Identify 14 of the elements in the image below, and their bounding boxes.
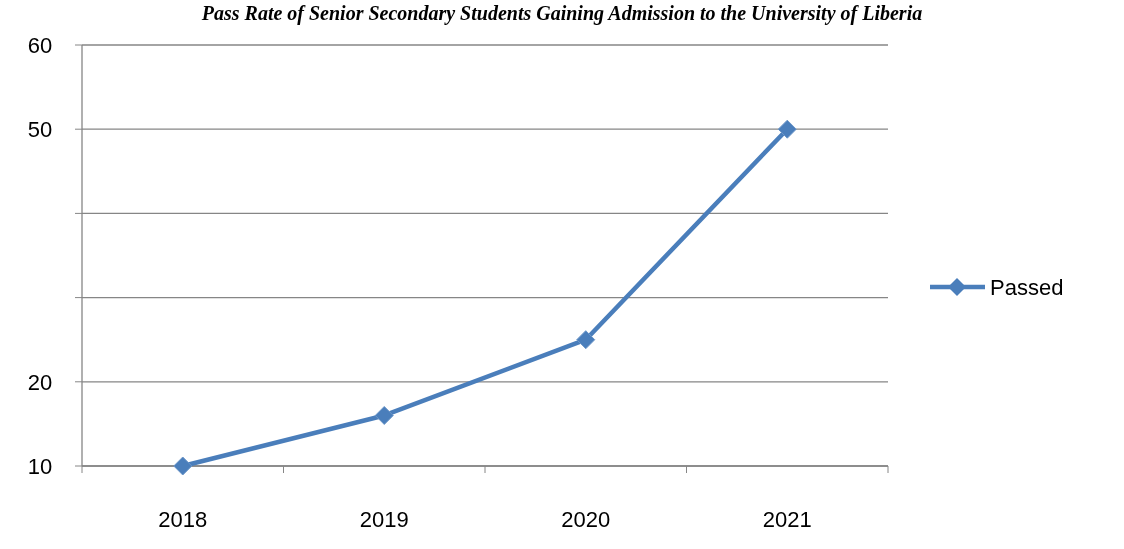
point [374,405,394,425]
point [576,330,596,350]
legend-label: Passed [990,274,1064,300]
chart-title: Pass Rate of Senior Secondary Students Gaining Admission to the University of Liberia [200,2,923,25]
x-tick-label: 2021 [762,507,812,532]
x-tick-label: 2020 [561,507,611,532]
point [173,456,193,476]
y-tick-label: 10 [27,453,53,479]
point [777,119,797,139]
x-tick-label: 2018 [158,507,208,532]
y-tick-label: 60 [27,32,53,58]
x-tick-label: 2019 [359,507,409,532]
y-tick-label: 50 [27,116,53,142]
y-tick-label: 20 [27,369,53,395]
